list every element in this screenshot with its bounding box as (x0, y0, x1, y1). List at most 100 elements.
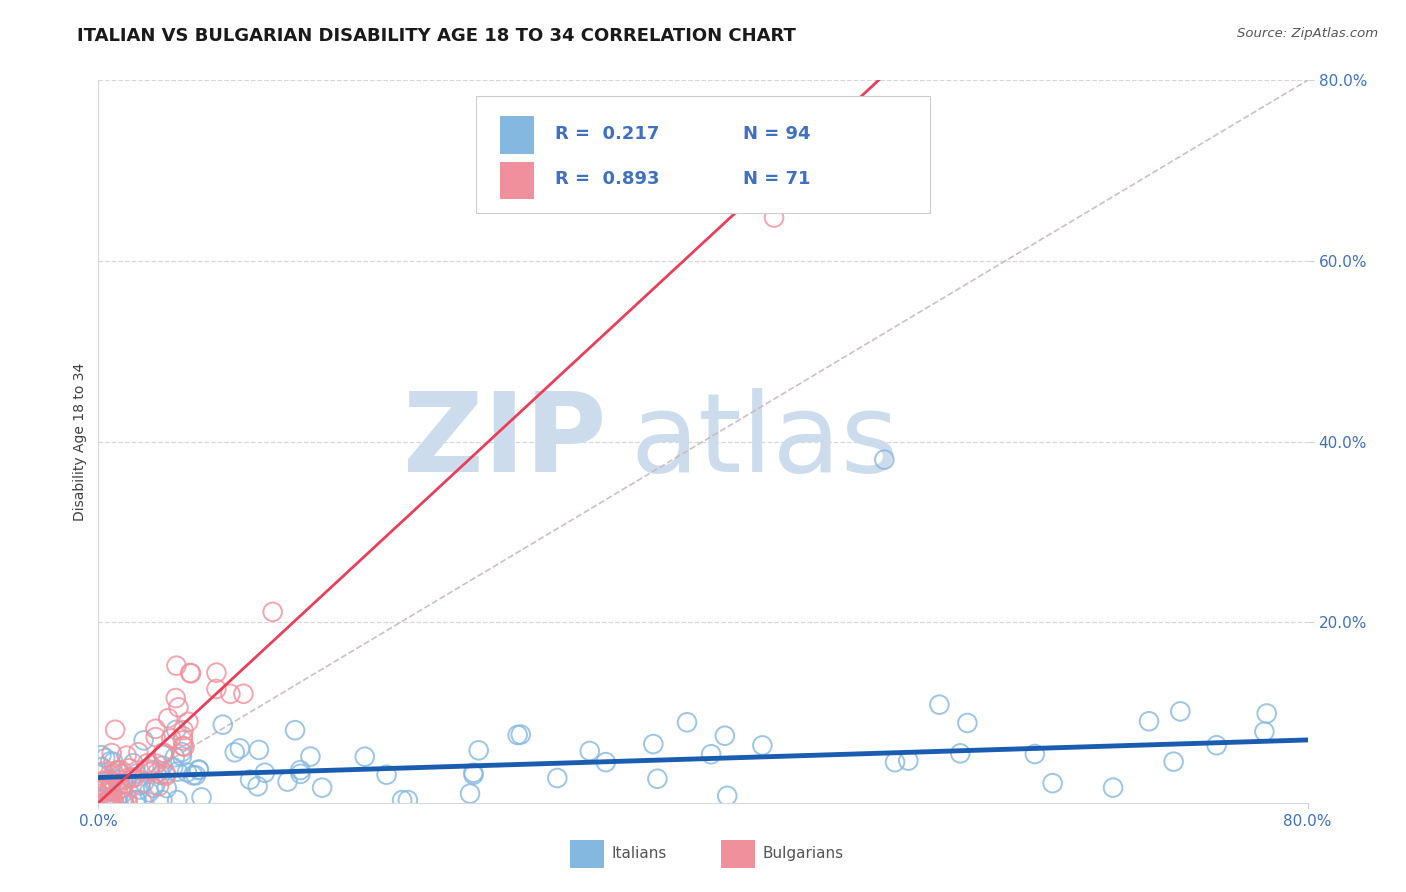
Point (124, 771, 146, 785)
Point (647, 772, 669, 786)
Point (165, 723, 187, 737)
Point (176, 765, 198, 780)
Point (353, 749, 375, 764)
Point (184, 768, 207, 782)
Point (284, 723, 307, 738)
Point (94, 795, 117, 809)
Point (138, 785, 160, 799)
Point (463, 767, 485, 781)
Point (162, 760, 184, 774)
Point (120, 772, 142, 786)
Point (172, 739, 194, 753)
Point (173, 739, 195, 754)
Point (91, 764, 114, 779)
Point (110, 767, 132, 781)
Point (124, 793, 146, 807)
Point (1256, 706, 1278, 721)
Point (90, 781, 112, 796)
Point (643, 737, 665, 751)
Point (100, 794, 122, 808)
Point (277, 774, 299, 789)
Point (172, 729, 194, 743)
Point (290, 767, 312, 781)
Point (375, 768, 398, 782)
Point (180, 666, 202, 681)
Point (763, 211, 786, 225)
Point (134, 775, 156, 789)
Point (166, 793, 188, 807)
Point (463, 765, 485, 780)
Point (128, 782, 150, 797)
Point (458, 787, 481, 801)
Point (247, 743, 270, 757)
Point (103, 755, 125, 769)
Point (224, 745, 246, 759)
Point (131, 794, 153, 808)
Point (98, 795, 121, 809)
Point (139, 763, 162, 777)
Point (506, 728, 529, 742)
Point (595, 755, 617, 769)
Point (299, 749, 322, 764)
Point (873, 452, 896, 467)
Point (1163, 755, 1185, 769)
Point (111, 787, 134, 801)
Point (170, 745, 193, 759)
Point (181, 768, 204, 782)
Point (239, 772, 262, 787)
Point (897, 754, 920, 768)
FancyBboxPatch shape (721, 840, 755, 868)
Point (89, 789, 111, 803)
Point (145, 730, 167, 744)
Point (105, 793, 128, 807)
Point (117, 795, 139, 809)
Point (153, 746, 176, 760)
Point (187, 763, 209, 777)
Point (112, 777, 135, 791)
FancyBboxPatch shape (501, 116, 534, 154)
Point (716, 789, 738, 803)
Point (205, 681, 228, 696)
Text: atlas: atlas (630, 388, 898, 495)
Point (167, 700, 190, 714)
Point (142, 780, 165, 795)
Point (229, 741, 252, 756)
Point (103, 766, 125, 780)
Point (125, 766, 148, 780)
Point (163, 750, 186, 764)
Point (132, 733, 155, 747)
Point (391, 793, 413, 807)
Point (103, 795, 125, 809)
Point (101, 784, 124, 798)
Point (166, 764, 188, 779)
Text: Source: ZipAtlas.com: Source: ZipAtlas.com (1237, 27, 1378, 40)
Point (98, 783, 121, 797)
Point (89, 787, 111, 801)
Point (157, 711, 180, 725)
Text: R =  0.217: R = 0.217 (555, 126, 659, 144)
Point (143, 778, 166, 792)
Point (155, 767, 177, 781)
Point (98, 772, 121, 787)
Point (205, 665, 228, 680)
Point (103, 795, 125, 809)
Point (127, 745, 149, 759)
Point (751, 739, 773, 753)
Point (107, 764, 129, 778)
Point (90, 760, 112, 774)
Text: R =  0.893: R = 0.893 (555, 170, 659, 188)
Text: ZIP: ZIP (404, 388, 606, 495)
Point (700, 747, 723, 762)
Text: N = 71: N = 71 (742, 170, 810, 188)
Point (90, 748, 112, 763)
Point (104, 723, 127, 737)
Point (152, 793, 174, 807)
Point (311, 780, 333, 795)
Point (122, 756, 145, 771)
Point (165, 691, 187, 706)
Point (509, 728, 531, 742)
Point (101, 790, 124, 805)
Point (148, 779, 170, 793)
Point (1102, 780, 1125, 795)
Point (110, 764, 132, 778)
